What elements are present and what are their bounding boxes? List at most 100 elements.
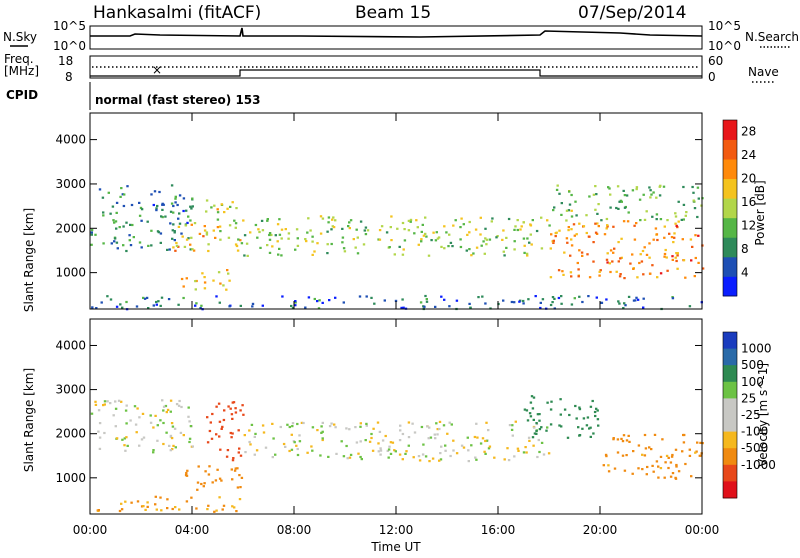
data-cell: [200, 482, 203, 486]
data-cell: [365, 295, 368, 298]
data-cell: [145, 296, 149, 299]
data-cell: [173, 231, 176, 234]
data-cell: [554, 235, 557, 238]
data-cell: [588, 276, 592, 279]
data-cell: [280, 237, 283, 240]
data-cell: [635, 188, 638, 191]
data-cell: [118, 226, 121, 229]
data-cell: [401, 253, 405, 256]
data-cell: [305, 240, 308, 243]
data-cell: [196, 488, 199, 491]
data-cell: [487, 447, 491, 450]
data-cell: [94, 403, 98, 406]
data-cell: [607, 186, 610, 189]
data-cell: [146, 505, 149, 508]
colorbar-tick-label: 4: [741, 266, 749, 280]
data-cell: [364, 439, 367, 442]
data-cell: [604, 453, 608, 456]
data-cell: [683, 433, 686, 437]
data-cell: [327, 455, 330, 458]
data-cell: [618, 200, 621, 203]
colorbar-segment: [723, 415, 737, 432]
data-cell: [342, 455, 346, 458]
data-cell: [502, 229, 505, 232]
data-cell: [560, 302, 563, 305]
data-cell: [568, 190, 571, 193]
data-cell: [566, 436, 570, 439]
data-cell: [424, 294, 427, 298]
data-cell: [189, 425, 193, 428]
data-cell: [650, 193, 653, 196]
data-cell: [236, 467, 239, 470]
data-cell: [172, 204, 175, 208]
data-cell: [125, 249, 128, 253]
data-cell: [231, 201, 234, 204]
data-cell: [659, 218, 663, 221]
data-cell: [229, 205, 232, 208]
data-cell: [90, 243, 93, 246]
data-cell: [555, 188, 559, 191]
data-cell: [125, 436, 128, 439]
data-cell: [152, 304, 155, 307]
data-cell: [98, 422, 102, 425]
data-cell: [311, 449, 314, 452]
colorbar-segment: [723, 464, 737, 482]
data-cell: [278, 233, 282, 236]
data-cell: [378, 430, 382, 433]
data-cell: [205, 233, 209, 236]
data-cell: [685, 211, 688, 214]
data-cell: [154, 503, 157, 506]
x-tick-label: 00:00: [73, 523, 108, 537]
data-cell: [484, 452, 487, 455]
data-cell: [413, 431, 417, 434]
nsearch-label: N.Search: [745, 30, 799, 44]
data-cell: [482, 240, 485, 243]
data-cell: [651, 464, 654, 467]
data-cell: [442, 424, 446, 427]
data-cell: [666, 219, 669, 222]
data-cell: [110, 242, 113, 245]
data-cell: [652, 191, 655, 194]
data-cell: [381, 439, 385, 442]
data-cell: [147, 307, 150, 310]
colorbar-tick-label: -100: [741, 425, 768, 439]
data-cell: [274, 453, 277, 456]
data-cell: [513, 301, 516, 304]
data-cell: [586, 253, 589, 256]
data-cell: [190, 496, 193, 499]
data-cell: [513, 228, 516, 231]
data-cell: [669, 461, 673, 464]
data-cell: [612, 438, 615, 441]
data-cell: [501, 238, 504, 241]
data-cell: [230, 436, 233, 439]
data-cell: [311, 253, 314, 256]
data-cell: [261, 229, 265, 232]
data-cell: [469, 306, 472, 309]
data-cell: [623, 206, 627, 209]
data-cell: [249, 443, 252, 446]
data-cell: [152, 451, 155, 454]
data-cell: [677, 220, 680, 223]
data-cell: [161, 202, 164, 205]
data-cell: [595, 232, 599, 235]
data-cell: [675, 463, 678, 467]
data-cell: [608, 187, 611, 190]
data-cell: [156, 439, 159, 442]
data-cell: [436, 433, 439, 436]
data-cell: [438, 459, 441, 462]
data-cell: [407, 444, 410, 447]
data-cell: [696, 215, 699, 219]
data-cell: [370, 436, 373, 440]
data-cell: [222, 418, 226, 422]
data-cell: [97, 409, 101, 412]
data-cell: [455, 452, 459, 455]
data-cell: [203, 287, 207, 290]
data-cell: [522, 451, 526, 454]
data-cell: [340, 440, 343, 443]
data-cell: [607, 470, 611, 473]
data-cell: [140, 438, 144, 441]
data-cell: [175, 403, 179, 406]
data-cell: [175, 241, 178, 245]
data-cell: [244, 451, 247, 454]
